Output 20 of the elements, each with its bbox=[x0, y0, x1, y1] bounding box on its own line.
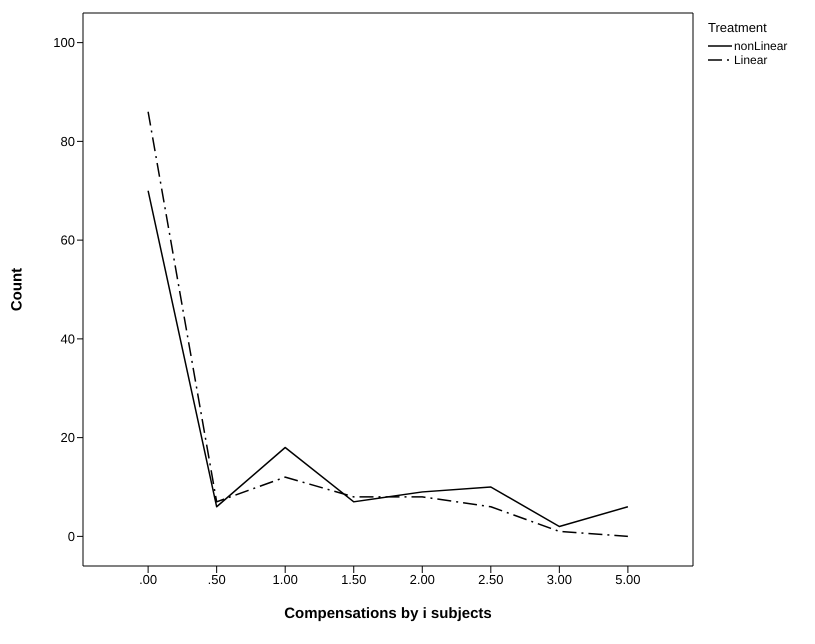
y-tick-label: 20 bbox=[60, 430, 75, 446]
y-tick-label: 80 bbox=[60, 134, 75, 149]
x-tick-label: .50 bbox=[208, 572, 226, 588]
y-tick-label: 0 bbox=[68, 528, 75, 544]
legend-label: Linear bbox=[734, 53, 768, 67]
legend-title: Treatment bbox=[708, 20, 768, 35]
x-tick-label: 1.00 bbox=[272, 572, 298, 588]
y-tick-label: 60 bbox=[60, 232, 75, 248]
x-tick-label: 3.00 bbox=[546, 572, 572, 588]
x-tick-label: 5.00 bbox=[615, 572, 641, 588]
x-tick-label: 2.50 bbox=[478, 572, 504, 588]
legend-label: nonLinear bbox=[734, 39, 788, 53]
x-tick-label: .00 bbox=[139, 572, 158, 588]
x-tick-label: 2.00 bbox=[410, 572, 435, 588]
x-axis-title: Compensations by i subjects bbox=[284, 605, 492, 622]
x-tick-label: 1.50 bbox=[341, 572, 366, 588]
y-tick-label: 100 bbox=[53, 35, 75, 50]
y-tick-label: 40 bbox=[60, 331, 75, 346]
line-series bbox=[147, 111, 629, 538]
y-axis-title: Count bbox=[8, 268, 26, 312]
